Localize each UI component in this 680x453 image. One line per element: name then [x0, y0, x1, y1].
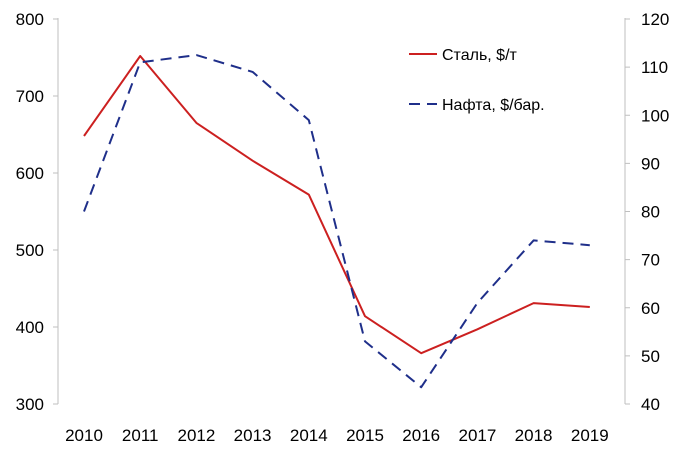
legend-label: Сталь, $/т — [442, 47, 518, 64]
left-y-tick-label: 600 — [16, 164, 44, 183]
series-2-point — [195, 54, 198, 57]
series-2-point — [476, 301, 479, 304]
legend-label: Нафта, $/бар. — [442, 97, 545, 114]
series-2-point — [307, 119, 310, 122]
left-y-axis: 300 400 500 600 700 800 — [16, 10, 59, 414]
right-y-tick-label: 90 — [641, 154, 660, 173]
x-axis: 2010 2011 2012 2013 2014 2015 2016 2017 2018 2019 — [65, 426, 609, 445]
plot-area — [83, 54, 591, 389]
x-tick-label: 2011 — [122, 426, 159, 445]
left-y-tick-label: 800 — [16, 10, 44, 29]
right-y-tick-label: 100 — [641, 106, 669, 125]
right-y-tick-label: 70 — [641, 251, 660, 270]
series-1-point — [139, 54, 142, 57]
series-2-point — [588, 244, 591, 247]
series-2-point — [532, 239, 535, 242]
left-y-tick-label: 300 — [16, 395, 44, 414]
x-tick-label: 2012 — [177, 426, 215, 445]
series-1-point — [532, 302, 535, 305]
x-tick-label: 2017 — [458, 426, 496, 445]
series-1-point — [307, 193, 310, 196]
x-tick-label: 2016 — [402, 426, 440, 445]
series-1-point — [251, 159, 254, 162]
x-tick-label: 2015 — [346, 426, 384, 445]
right-y-tick-label: 120 — [641, 10, 669, 29]
right-y-tick-label: 60 — [641, 299, 660, 318]
series-2-point — [420, 386, 423, 389]
x-tick-label: 2019 — [571, 426, 609, 445]
left-y-tick-label: 700 — [16, 87, 44, 106]
series-line-1 — [83, 55, 590, 355]
right-y-tick-label: 50 — [641, 347, 660, 366]
x-tick-label: 2010 — [65, 426, 103, 445]
right-y-axis: 40 50 60 70 80 90 100 110 120 — [624, 10, 669, 414]
series-1-point — [420, 352, 423, 355]
series-line-2 — [83, 54, 590, 389]
legend: Сталь, $/т Нафта, $/бар. — [409, 47, 545, 114]
right-y-tick-label: 110 — [641, 58, 668, 77]
right-y-tick-label: 80 — [641, 203, 660, 222]
x-tick-label: 2018 — [515, 426, 553, 445]
series-1-point — [476, 328, 479, 331]
x-tick-label: 2013 — [234, 426, 272, 445]
series-2-point — [251, 70, 254, 73]
series-2-point — [83, 210, 86, 213]
series-1-point — [83, 135, 86, 138]
left-y-tick-label: 500 — [16, 241, 44, 260]
series-1-point — [588, 305, 591, 308]
series-2-point — [364, 340, 367, 343]
series-2-point — [139, 61, 142, 64]
series-1-point — [195, 121, 198, 124]
left-y-tick-label: 400 — [16, 318, 44, 337]
series-1-point — [364, 315, 367, 318]
x-tick-label: 2014 — [290, 426, 328, 445]
right-y-tick-label: 40 — [641, 395, 660, 414]
